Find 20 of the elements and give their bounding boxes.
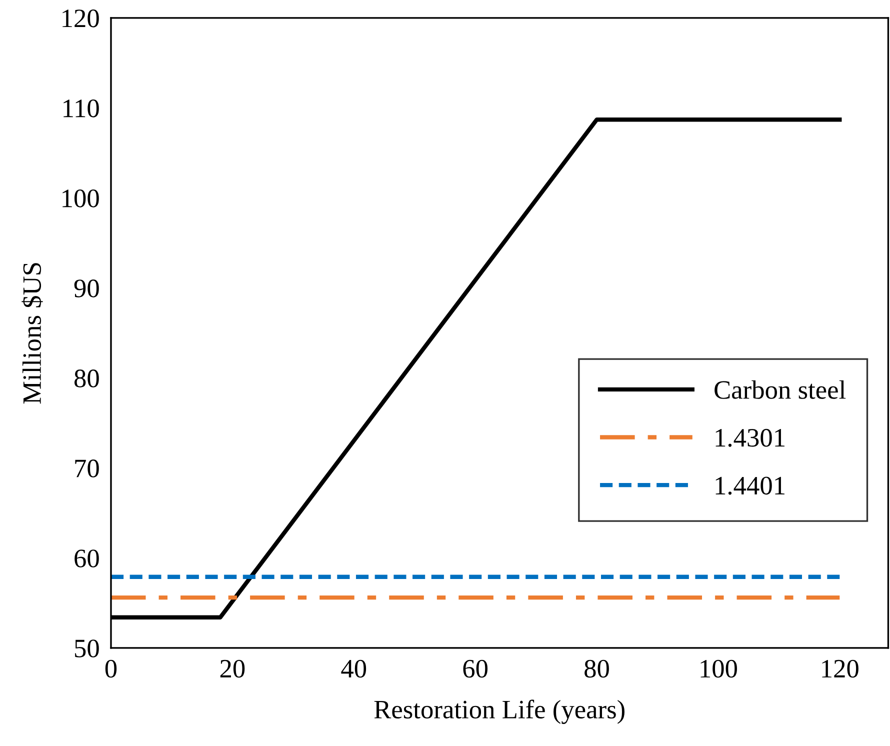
x-axis-title: Restoration Life (years) — [374, 700, 624, 724]
y-axis-title: Millions $US — [22, 263, 43, 404]
y-tick-label: 110 — [64, 100, 99, 118]
x-tick-label: 60 — [463, 660, 488, 678]
y-tick-label: 120 — [62, 10, 99, 28]
x-tick-label: 100 — [700, 660, 737, 678]
y-tick-label: 100 — [62, 190, 99, 208]
legend-label: Carbon steel — [714, 380, 846, 399]
y-tick-label: 80 — [74, 370, 99, 388]
y-tick-label: 60 — [74, 550, 99, 568]
legend-label: 1.4401 — [716, 476, 784, 495]
x-tick-label: 0 — [105, 660, 117, 678]
x-tick-label: 20 — [220, 660, 245, 678]
x-tick-label: 40 — [341, 660, 366, 678]
y-tick-label: 70 — [75, 460, 99, 478]
legend-label: 1.4301 — [716, 428, 784, 447]
y-tick-label: 90 — [74, 280, 99, 298]
x-tick-label: 120 — [822, 660, 858, 678]
y-tick-label: 50 — [75, 640, 99, 658]
x-tick-label: 80 — [584, 660, 609, 678]
